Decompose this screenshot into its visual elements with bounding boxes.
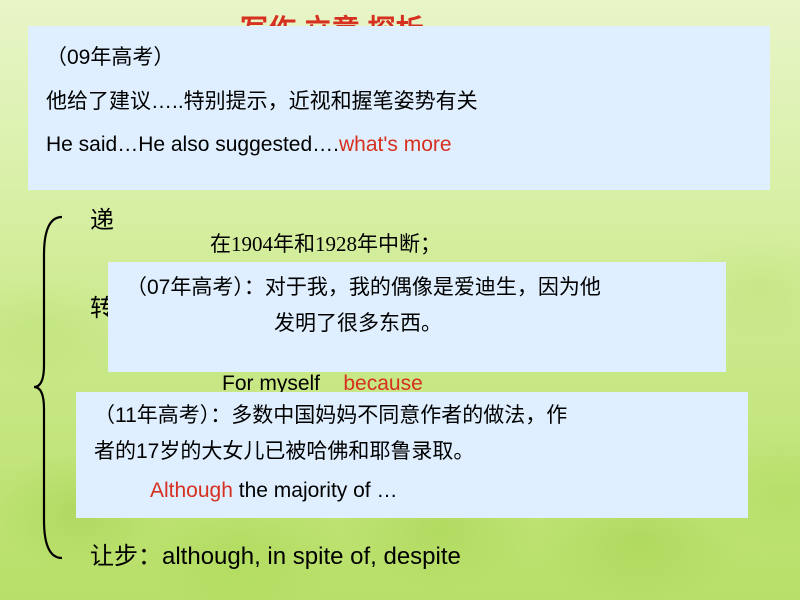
card-11: （11年高考）：多数中国妈妈不同意作者的做法，作 者的17岁的大女儿已被哈佛和耶… xyxy=(76,392,748,518)
card-09-line3: He said…He also suggested….what's more xyxy=(46,127,752,163)
rangbu-words: although, in spite of, despite xyxy=(162,543,461,570)
card-09-line3-black: He said…He also suggested…. xyxy=(46,133,339,156)
brace-icon xyxy=(30,215,70,560)
card-09-line3-red: what's more xyxy=(339,133,452,156)
rangbu-label: 让步： xyxy=(90,544,162,570)
card-11-line3-black: the majority of … xyxy=(239,479,398,502)
text-interrupt: 在1904年和1928年中断； xyxy=(210,228,441,258)
card-11-line2: 者的17岁的大女儿已被哈佛和耶鲁录取。 xyxy=(94,434,730,470)
card-07: （07年高考）：对于我，我的偶像是爱迪生，因为他 发明了很多东西。 xyxy=(108,262,726,372)
card-11-line3-red: Although xyxy=(150,479,239,502)
card-09: （09年高考） 他给了建议…..特别提示，近视和握笔姿势有关 He said…H… xyxy=(28,26,770,190)
label-di: 递 xyxy=(90,200,114,235)
card-07-line2: 发明了很多东西。 xyxy=(126,306,708,342)
card-07-line1: （07年高考）：对于我，我的偶像是爱迪生，因为他 xyxy=(126,270,708,306)
card-11-line3: Although the majority of … xyxy=(94,473,730,509)
card-09-line2: 他给了建议…..特别提示，近视和握笔姿势有关 xyxy=(46,84,752,120)
card-09-line1: （09年高考） xyxy=(46,40,752,76)
text-rangbu: 让步：although, in spite of, despite xyxy=(90,536,461,571)
card-11-line1: （11年高考）：多数中国妈妈不同意作者的做法，作 xyxy=(94,398,730,434)
